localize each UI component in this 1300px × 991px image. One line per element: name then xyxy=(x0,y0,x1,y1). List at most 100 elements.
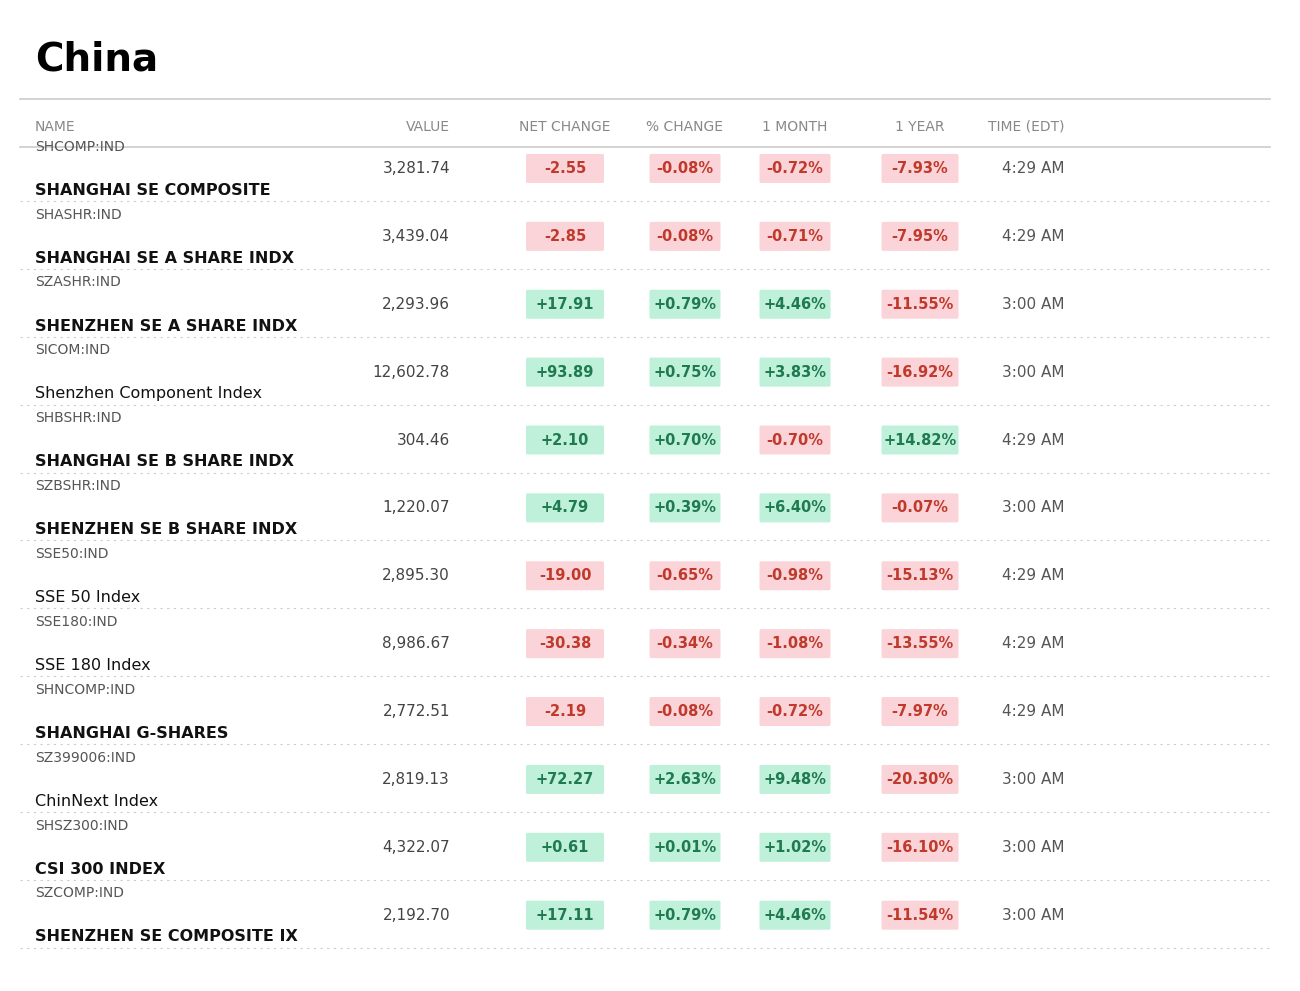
Text: SHSZ300:IND: SHSZ300:IND xyxy=(35,819,129,832)
Text: +4.79: +4.79 xyxy=(541,500,589,515)
Text: -2.55: -2.55 xyxy=(543,161,586,176)
Text: 4:29 AM: 4:29 AM xyxy=(1002,432,1065,448)
Text: -13.55%: -13.55% xyxy=(887,636,954,651)
Text: SSE 180 Index: SSE 180 Index xyxy=(35,658,151,673)
Text: SHENZHEN SE B SHARE INDX: SHENZHEN SE B SHARE INDX xyxy=(35,522,298,537)
Text: SHASHR:IND: SHASHR:IND xyxy=(35,207,122,222)
FancyBboxPatch shape xyxy=(881,425,958,455)
Text: SZ399006:IND: SZ399006:IND xyxy=(35,750,136,765)
Text: SHANGHAI SE A SHARE INDX: SHANGHAI SE A SHARE INDX xyxy=(35,251,294,266)
Text: SZASHR:IND: SZASHR:IND xyxy=(35,275,121,289)
Text: 2,293.96: 2,293.96 xyxy=(382,296,450,312)
FancyBboxPatch shape xyxy=(526,425,604,455)
Text: -0.98%: -0.98% xyxy=(767,568,823,584)
Text: 304.46: 304.46 xyxy=(396,432,450,448)
Text: VALUE: VALUE xyxy=(406,120,450,134)
Text: -15.13%: -15.13% xyxy=(887,568,954,584)
Text: SHNCOMP:IND: SHNCOMP:IND xyxy=(35,683,135,697)
Text: -7.93%: -7.93% xyxy=(892,161,949,176)
Text: % CHANGE: % CHANGE xyxy=(646,120,724,134)
Text: -2.19: -2.19 xyxy=(543,704,586,719)
Text: 2,192.70: 2,192.70 xyxy=(382,908,450,923)
FancyBboxPatch shape xyxy=(881,901,958,930)
FancyBboxPatch shape xyxy=(881,358,958,386)
Text: 2,772.51: 2,772.51 xyxy=(382,704,450,719)
Text: 4:29 AM: 4:29 AM xyxy=(1002,161,1065,176)
FancyBboxPatch shape xyxy=(650,901,720,930)
Text: +0.75%: +0.75% xyxy=(654,365,716,380)
Text: NAME: NAME xyxy=(35,120,75,134)
Text: SHANGHAI G-SHARES: SHANGHAI G-SHARES xyxy=(35,725,229,741)
FancyBboxPatch shape xyxy=(759,697,831,726)
Text: China: China xyxy=(35,41,159,78)
FancyBboxPatch shape xyxy=(650,494,720,522)
Text: +2.10: +2.10 xyxy=(541,432,589,448)
Text: -0.08%: -0.08% xyxy=(656,161,714,176)
FancyBboxPatch shape xyxy=(881,629,958,658)
Text: 8,986.67: 8,986.67 xyxy=(382,636,450,651)
FancyBboxPatch shape xyxy=(759,425,831,455)
Text: SSE180:IND: SSE180:IND xyxy=(35,614,117,629)
Text: -0.70%: -0.70% xyxy=(767,432,823,448)
FancyBboxPatch shape xyxy=(650,765,720,794)
Text: ChinNext Index: ChinNext Index xyxy=(35,794,159,809)
FancyBboxPatch shape xyxy=(526,289,604,319)
FancyBboxPatch shape xyxy=(650,697,720,726)
FancyBboxPatch shape xyxy=(759,561,831,591)
Text: -19.00: -19.00 xyxy=(538,568,592,584)
Text: -30.38: -30.38 xyxy=(538,636,592,651)
FancyBboxPatch shape xyxy=(526,358,604,386)
Text: SZBSHR:IND: SZBSHR:IND xyxy=(35,479,121,494)
FancyBboxPatch shape xyxy=(650,154,720,183)
Text: SHANGHAI SE COMPOSITE: SHANGHAI SE COMPOSITE xyxy=(35,182,270,198)
Text: +93.89: +93.89 xyxy=(536,365,594,380)
Text: CSI 300 INDEX: CSI 300 INDEX xyxy=(35,861,165,877)
Text: -7.95%: -7.95% xyxy=(892,229,949,244)
FancyBboxPatch shape xyxy=(650,358,720,386)
Text: SHENZHEN SE A SHARE INDX: SHENZHEN SE A SHARE INDX xyxy=(35,318,298,334)
Text: 3:00 AM: 3:00 AM xyxy=(1002,500,1065,515)
Text: 4,322.07: 4,322.07 xyxy=(382,839,450,855)
Text: 3:00 AM: 3:00 AM xyxy=(1002,908,1065,923)
Text: 3:00 AM: 3:00 AM xyxy=(1002,296,1065,312)
Text: SZCOMP:IND: SZCOMP:IND xyxy=(35,886,124,901)
FancyBboxPatch shape xyxy=(650,425,720,455)
FancyBboxPatch shape xyxy=(759,358,831,386)
FancyBboxPatch shape xyxy=(650,561,720,591)
Text: 4:29 AM: 4:29 AM xyxy=(1002,568,1065,584)
Text: +9.48%: +9.48% xyxy=(763,772,827,787)
Text: +1.02%: +1.02% xyxy=(763,839,827,855)
Text: SHANGHAI SE B SHARE INDX: SHANGHAI SE B SHARE INDX xyxy=(35,454,294,470)
Text: 12,602.78: 12,602.78 xyxy=(373,365,450,380)
FancyBboxPatch shape xyxy=(881,222,958,251)
Text: +4.46%: +4.46% xyxy=(763,296,827,312)
Text: +6.40%: +6.40% xyxy=(763,500,827,515)
Text: -7.97%: -7.97% xyxy=(892,704,949,719)
Text: 4:29 AM: 4:29 AM xyxy=(1002,704,1065,719)
Text: SHBSHR:IND: SHBSHR:IND xyxy=(35,411,122,425)
Text: 3:00 AM: 3:00 AM xyxy=(1002,839,1065,855)
FancyBboxPatch shape xyxy=(526,765,604,794)
FancyBboxPatch shape xyxy=(526,561,604,591)
Text: Shenzhen Component Index: Shenzhen Component Index xyxy=(35,386,263,401)
Text: NET CHANGE: NET CHANGE xyxy=(519,120,611,134)
Text: +2.63%: +2.63% xyxy=(654,772,716,787)
FancyBboxPatch shape xyxy=(759,289,831,319)
FancyBboxPatch shape xyxy=(881,154,958,183)
Text: 4:29 AM: 4:29 AM xyxy=(1002,229,1065,244)
Text: 3:00 AM: 3:00 AM xyxy=(1002,772,1065,787)
Text: +3.83%: +3.83% xyxy=(763,365,827,380)
Text: -0.65%: -0.65% xyxy=(656,568,714,584)
FancyBboxPatch shape xyxy=(526,901,604,930)
FancyBboxPatch shape xyxy=(881,832,958,862)
FancyBboxPatch shape xyxy=(759,832,831,862)
Text: -1.08%: -1.08% xyxy=(767,636,824,651)
Text: -0.72%: -0.72% xyxy=(767,161,823,176)
Text: -0.72%: -0.72% xyxy=(767,704,823,719)
Text: SSE50:IND: SSE50:IND xyxy=(35,547,108,561)
Text: -0.34%: -0.34% xyxy=(656,636,714,651)
FancyBboxPatch shape xyxy=(881,289,958,319)
FancyBboxPatch shape xyxy=(759,901,831,930)
FancyBboxPatch shape xyxy=(526,154,604,183)
FancyBboxPatch shape xyxy=(759,494,831,522)
